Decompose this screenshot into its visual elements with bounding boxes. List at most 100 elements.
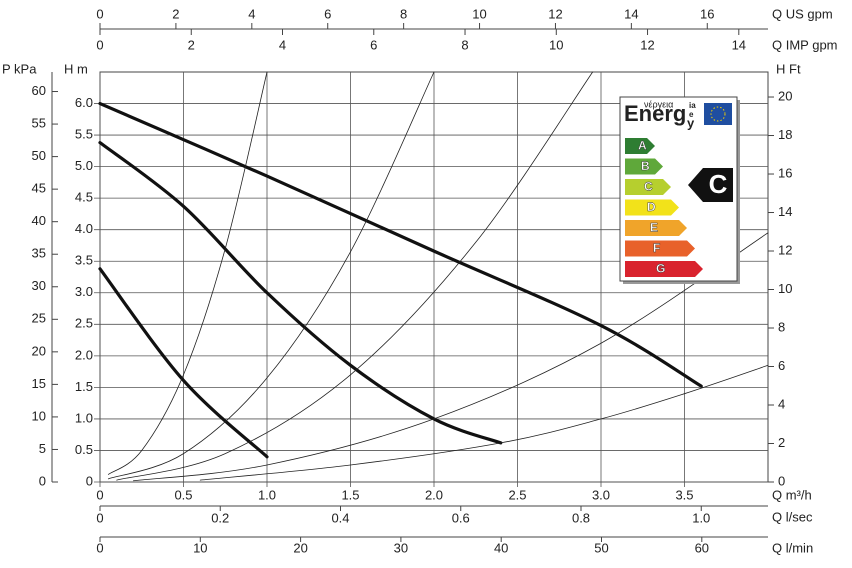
eu-stars — [710, 106, 726, 122]
tick-label: 0.4 — [331, 510, 349, 525]
class-arrow — [625, 158, 663, 175]
eu-flag — [704, 103, 732, 125]
tick-label: 2 — [188, 37, 195, 52]
tick-label: 6 — [778, 358, 785, 373]
label-letter: e — [689, 110, 694, 119]
tick-label: 16 — [700, 6, 714, 21]
tick-label: 20 — [293, 540, 307, 555]
class-letter: E — [650, 221, 658, 235]
tick-label: 20 — [32, 343, 46, 358]
tick-label: 6 — [324, 6, 331, 21]
tick-label: 12 — [548, 6, 562, 21]
tick-label: 4 — [279, 37, 286, 52]
tick-label: 0 — [39, 473, 46, 488]
curve — [116, 71, 594, 481]
y-tick-label: 1.5 — [75, 379, 93, 394]
label-word: νέργεια — [644, 99, 673, 109]
tick-label: 50 — [594, 540, 608, 555]
curve — [107, 71, 435, 480]
rating-letter: C — [709, 169, 728, 199]
class-letter: D — [647, 200, 656, 214]
rating-arrow — [688, 168, 733, 202]
tick-label: 0 — [96, 540, 103, 555]
tick-label: 14 — [624, 6, 638, 21]
y-tick-label: 4.5 — [75, 190, 93, 205]
tick-label: 5 — [39, 441, 46, 456]
tick-label: 10 — [549, 37, 563, 52]
class-arrow — [625, 220, 687, 236]
class-arrow — [625, 138, 655, 154]
y-tick-label: 3.0 — [75, 284, 93, 299]
x-axis-title: Q IMP gpm — [772, 37, 838, 52]
tick-label: 35 — [32, 246, 46, 261]
y-tick-label: 2.5 — [75, 316, 93, 331]
x-tick-label: 1.0 — [258, 487, 276, 502]
class-letter: C — [644, 180, 653, 194]
x-axis-title: Q m³/h — [772, 487, 812, 502]
tick-label: 30 — [32, 278, 46, 293]
class-letter: G — [656, 262, 665, 276]
y2-axis-title: H Ft — [776, 61, 801, 76]
tick-label: 14 — [732, 37, 746, 52]
tick-label: 0.2 — [211, 510, 229, 525]
x-axis-title: Q l/sec — [772, 509, 813, 524]
label-heading: Energ — [624, 101, 686, 126]
x-tick-label: 3.0 — [592, 487, 610, 502]
class-arrow — [625, 179, 671, 195]
x-tick-label: 3.5 — [675, 487, 693, 502]
x-axis-title: Q US gpm — [772, 6, 833, 21]
tick-label: 40 — [32, 213, 46, 228]
tick-label: 50 — [32, 148, 46, 163]
x-axis-title: Q l/min — [772, 540, 813, 555]
y-tick-label: 5.0 — [75, 158, 93, 173]
class-letter: A — [638, 139, 647, 153]
curve — [98, 267, 269, 459]
y-tick-label: 5.5 — [75, 127, 93, 142]
x-tick-label: 2.5 — [508, 487, 526, 502]
tick-label: 4 — [248, 6, 255, 21]
class-letter: F — [653, 241, 660, 255]
tick-label: 30 — [394, 540, 408, 555]
curve — [133, 232, 769, 482]
tick-label: 8 — [461, 37, 468, 52]
curve — [98, 101, 703, 388]
tick-label: 0 — [96, 6, 103, 21]
tick-label: 8 — [778, 319, 785, 334]
tick-label: 40 — [494, 540, 508, 555]
y-tick-label: 4.0 — [75, 221, 93, 236]
y-tick-label: 0.5 — [75, 442, 93, 457]
tick-label: 25 — [32, 311, 46, 326]
tick-label: 0 — [96, 37, 103, 52]
tick-label: 0.8 — [572, 510, 590, 525]
tick-label: 10 — [193, 540, 207, 555]
tick-label: 14 — [778, 204, 792, 219]
tick-label: 55 — [32, 116, 46, 131]
x-tick-label: 2.0 — [425, 487, 443, 502]
tick-label: 10 — [32, 408, 46, 423]
curve — [199, 364, 769, 481]
tick-label: 16 — [778, 165, 792, 180]
tick-label: 18 — [778, 127, 792, 142]
y-tick-label: 6.0 — [75, 95, 93, 110]
y-tick-label: 2.0 — [75, 347, 93, 362]
y-axis-title: H m — [64, 61, 88, 76]
tick-label: 0.6 — [452, 510, 470, 525]
tick-label: 15 — [32, 376, 46, 391]
tick-label: 0 — [96, 510, 103, 525]
x-tick-label: 0 — [96, 487, 103, 502]
label-letter: y — [687, 115, 695, 130]
class-letter: B — [641, 159, 650, 173]
tick-label: 8 — [400, 6, 407, 21]
tick-label: 4 — [778, 396, 785, 411]
class-arrow — [625, 261, 703, 277]
y-tick-label: 0 — [86, 473, 93, 488]
y-tick-label: 1.0 — [75, 410, 93, 425]
y-axis-title: P kPa — [2, 61, 37, 76]
tick-label: 0 — [778, 473, 785, 488]
class-arrow — [625, 199, 679, 216]
tick-label: 20 — [778, 88, 792, 103]
tick-label: 10 — [472, 6, 486, 21]
tick-label: 6 — [370, 37, 377, 52]
